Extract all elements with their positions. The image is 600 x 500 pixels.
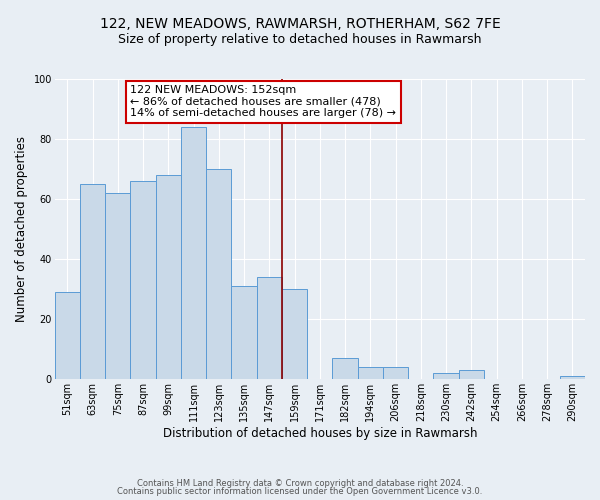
X-axis label: Distribution of detached houses by size in Rawmarsh: Distribution of detached houses by size … bbox=[163, 427, 477, 440]
Bar bbox=[282, 289, 307, 380]
Text: Contains HM Land Registry data © Crown copyright and database right 2024.: Contains HM Land Registry data © Crown c… bbox=[137, 478, 463, 488]
Bar bbox=[459, 370, 484, 380]
Y-axis label: Number of detached properties: Number of detached properties bbox=[15, 136, 28, 322]
Bar bbox=[257, 277, 282, 380]
Text: 122, NEW MEADOWS, RAWMARSH, ROTHERHAM, S62 7FE: 122, NEW MEADOWS, RAWMARSH, ROTHERHAM, S… bbox=[100, 18, 500, 32]
Bar bbox=[130, 181, 156, 380]
Bar bbox=[433, 374, 459, 380]
Bar bbox=[332, 358, 358, 380]
Text: 122 NEW MEADOWS: 152sqm
← 86% of detached houses are smaller (478)
14% of semi-d: 122 NEW MEADOWS: 152sqm ← 86% of detache… bbox=[130, 85, 397, 118]
Bar bbox=[181, 127, 206, 380]
Bar bbox=[156, 175, 181, 380]
Bar bbox=[358, 368, 383, 380]
Text: Size of property relative to detached houses in Rawmarsh: Size of property relative to detached ho… bbox=[118, 32, 482, 46]
Bar bbox=[55, 292, 80, 380]
Bar bbox=[383, 368, 408, 380]
Text: Contains public sector information licensed under the Open Government Licence v3: Contains public sector information licen… bbox=[118, 487, 482, 496]
Bar bbox=[105, 193, 130, 380]
Bar bbox=[206, 169, 232, 380]
Bar bbox=[232, 286, 257, 380]
Bar bbox=[80, 184, 105, 380]
Bar bbox=[560, 376, 585, 380]
